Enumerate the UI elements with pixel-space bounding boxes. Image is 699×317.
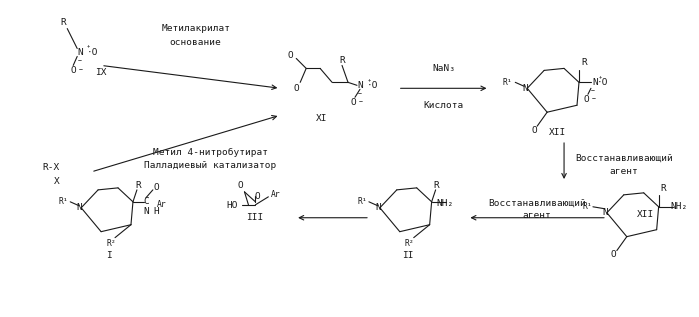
- Text: HO: HO: [226, 201, 238, 210]
- Text: NH₂: NH₂: [670, 202, 687, 211]
- Text: C: C: [143, 197, 149, 206]
- Text: +: +: [87, 43, 89, 48]
- Text: +: +: [598, 74, 601, 79]
- Text: O: O: [254, 192, 260, 201]
- Text: Кислота: Кислота: [424, 101, 463, 110]
- Text: O: O: [294, 84, 299, 93]
- Text: XII: XII: [637, 210, 654, 219]
- Text: R¹: R¹: [503, 78, 512, 87]
- Text: R: R: [60, 18, 66, 27]
- Text: III: III: [246, 213, 263, 222]
- Text: Палладиевый катализатор: Палладиевый катализатор: [145, 161, 277, 171]
- Text: I: I: [106, 251, 112, 260]
- Text: −: −: [78, 58, 82, 64]
- Text: Восстанавливающий: Восстанавливающий: [489, 198, 586, 207]
- Text: II: II: [402, 251, 414, 260]
- Text: агент: агент: [523, 211, 552, 220]
- Text: O: O: [71, 66, 76, 75]
- Text: R¹: R¹: [357, 197, 367, 206]
- Text: O: O: [611, 250, 617, 259]
- Text: R¹: R¹: [59, 197, 68, 206]
- Text: N: N: [375, 203, 381, 212]
- Text: XII: XII: [549, 128, 565, 137]
- Text: N: N: [76, 203, 82, 212]
- Text: Ar: Ar: [271, 190, 280, 199]
- Text: R: R: [339, 56, 345, 65]
- Text: +: +: [368, 77, 370, 82]
- Text: X: X: [55, 178, 60, 186]
- Text: N: N: [522, 84, 528, 93]
- Text: R¹: R¹: [582, 202, 592, 211]
- Text: O: O: [531, 126, 537, 135]
- Text: R: R: [434, 181, 440, 191]
- Text: O: O: [287, 51, 293, 60]
- Text: XI: XI: [317, 114, 328, 123]
- Text: H: H: [153, 207, 159, 216]
- Text: основание: основание: [170, 38, 222, 47]
- Text: R: R: [581, 58, 587, 67]
- Text: R-X: R-X: [43, 164, 60, 172]
- Text: Ar: Ar: [157, 200, 166, 209]
- Text: NaN₃: NaN₃: [432, 64, 455, 73]
- Text: N: N: [357, 81, 363, 90]
- Text: ·O: ·O: [87, 48, 98, 57]
- Text: −: −: [359, 99, 363, 105]
- Text: IX: IX: [95, 68, 107, 77]
- Text: −: −: [591, 88, 595, 94]
- Text: −: −: [358, 91, 362, 97]
- Text: O: O: [350, 98, 356, 107]
- Text: R: R: [661, 184, 666, 193]
- Text: N: N: [78, 48, 83, 57]
- Text: Метил 4-нитробутират: Метил 4-нитробутират: [153, 147, 268, 157]
- Text: Метилакрилат: Метилакрилат: [161, 24, 230, 33]
- Text: O: O: [583, 95, 589, 104]
- Text: O: O: [238, 181, 243, 191]
- Text: агент: агент: [610, 167, 638, 177]
- Text: R²: R²: [405, 239, 415, 248]
- Text: N: N: [143, 207, 149, 216]
- Text: R: R: [135, 181, 140, 191]
- Text: O: O: [154, 183, 160, 192]
- Text: Восстанавливающий: Восстанавливающий: [575, 153, 672, 163]
- Text: R²: R²: [106, 239, 116, 248]
- Text: −: −: [592, 96, 596, 102]
- Text: ·O: ·O: [367, 81, 379, 90]
- Text: −: −: [79, 68, 83, 74]
- Text: N: N: [592, 78, 598, 87]
- Text: N: N: [602, 208, 607, 217]
- Text: NH₂: NH₂: [436, 199, 453, 208]
- Text: ·O: ·O: [597, 78, 609, 87]
